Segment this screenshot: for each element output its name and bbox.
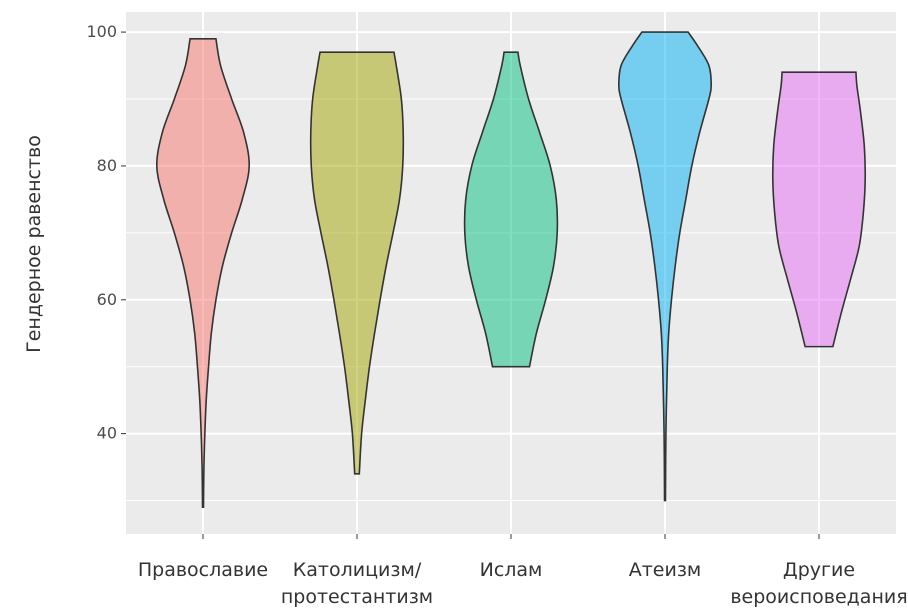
x-tick-label: вероисповедания [730,586,907,608]
x-tick-label: Атеизм [629,559,702,581]
y-axis-title: Гендерное равенство [23,135,45,353]
violins [155,31,867,509]
violin-4 [617,31,713,502]
x-tick-label: Ислам [480,559,543,581]
x-tick-label: Католицизм/ [293,559,422,581]
x-tick-label: протестантизм [281,586,433,608]
y-axis-ticks: 40 60 80 100 [86,22,126,443]
x-axis-ticks: Православие Католицизм/протестантизм Ислам… [138,534,908,608]
x-tick-label: Православие [138,559,268,581]
violin-5 [771,71,867,348]
violin-1 [155,37,251,509]
y-tick-label: 40 [97,424,117,443]
violin-2 [309,51,405,475]
x-tick-label: Другие [783,559,855,581]
violin-3 [463,51,559,368]
y-tick-label: 60 [97,290,117,309]
y-tick-label: 80 [97,156,117,175]
y-tick-label: 100 [86,22,117,41]
